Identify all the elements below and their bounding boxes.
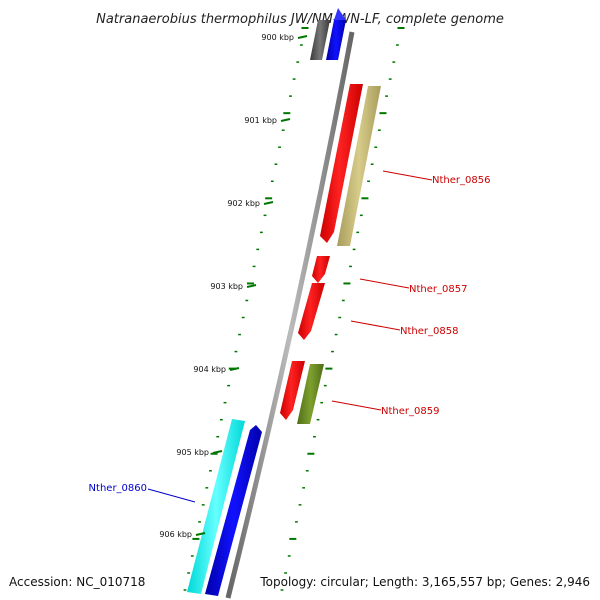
- major-tick-mark: [280, 118, 291, 122]
- topology-text: Topology: circular; Length: 3,165,557 bp…: [259, 575, 590, 589]
- gene-label-text: Nther_0858: [400, 326, 458, 337]
- cyan-feature: [187, 419, 245, 594]
- gene-label-text: Nther_0860: [89, 483, 147, 494]
- tick-label: 902 kbp: [227, 199, 260, 208]
- blue-feature-top: [326, 20, 346, 60]
- major-tick-mark: [263, 201, 274, 205]
- gene-label-Nther_0860[interactable]: Nther_0860: [89, 483, 196, 503]
- gene-label-text: Nther_0856: [432, 175, 490, 186]
- major-tick-mark: [212, 450, 223, 454]
- gene-label-text: Nther_0859: [381, 406, 439, 417]
- map-title: Natranaerobius thermophilus JW/NM-WN-LF,…: [96, 12, 504, 27]
- tick-label: 903 kbp: [210, 282, 243, 291]
- olive-feature: [297, 364, 324, 424]
- gene-label-text: Nther_0857: [409, 284, 467, 295]
- inner-features-top: [310, 8, 346, 60]
- scale-ticks: 900 kbp 901 kbp 902 kbp 903 kbp 904 kbp 905 k…: [159, 33, 308, 539]
- gene-Nther_0859-arrow[interactable]: [280, 361, 305, 420]
- gene-Nther_0860-arrow[interactable]: [205, 425, 262, 596]
- major-tick-mark: [297, 35, 308, 39]
- gene-label-Nther_0859[interactable]: Nther_0859: [331, 400, 439, 417]
- accession-text: Accession: NC_010718: [9, 575, 145, 589]
- major-tick-mark: [246, 284, 257, 288]
- major-tick-mark: [195, 532, 206, 536]
- genome-backbone: [225, 31, 355, 599]
- gene-Nther_0856-arrow[interactable]: [320, 84, 363, 243]
- tick-label: 906 kbp: [159, 530, 192, 539]
- gray-feature: [310, 20, 330, 60]
- khaki-feature: [337, 86, 381, 246]
- major-tick-mark: [229, 367, 240, 371]
- tick-track-dots: [183, 27, 405, 591]
- tick-label: 901 kbp: [244, 116, 277, 125]
- gene-Nther_0857-arrow[interactable]: [312, 256, 330, 283]
- blue-feature-top-tip: [334, 8, 346, 20]
- tick-label: 904 kbp: [193, 365, 226, 374]
- gene-Nther_0858-arrow[interactable]: [298, 283, 325, 340]
- gene-label-Nther_0857[interactable]: Nther_0857: [359, 278, 467, 295]
- gene-label-Nther_0858[interactable]: Nther_0858: [350, 320, 458, 337]
- tick-label: 905 kbp: [176, 448, 209, 457]
- gene-label-Nther_0856[interactable]: Nther_0856: [382, 170, 490, 186]
- tick-label: 900 kbp: [261, 33, 294, 42]
